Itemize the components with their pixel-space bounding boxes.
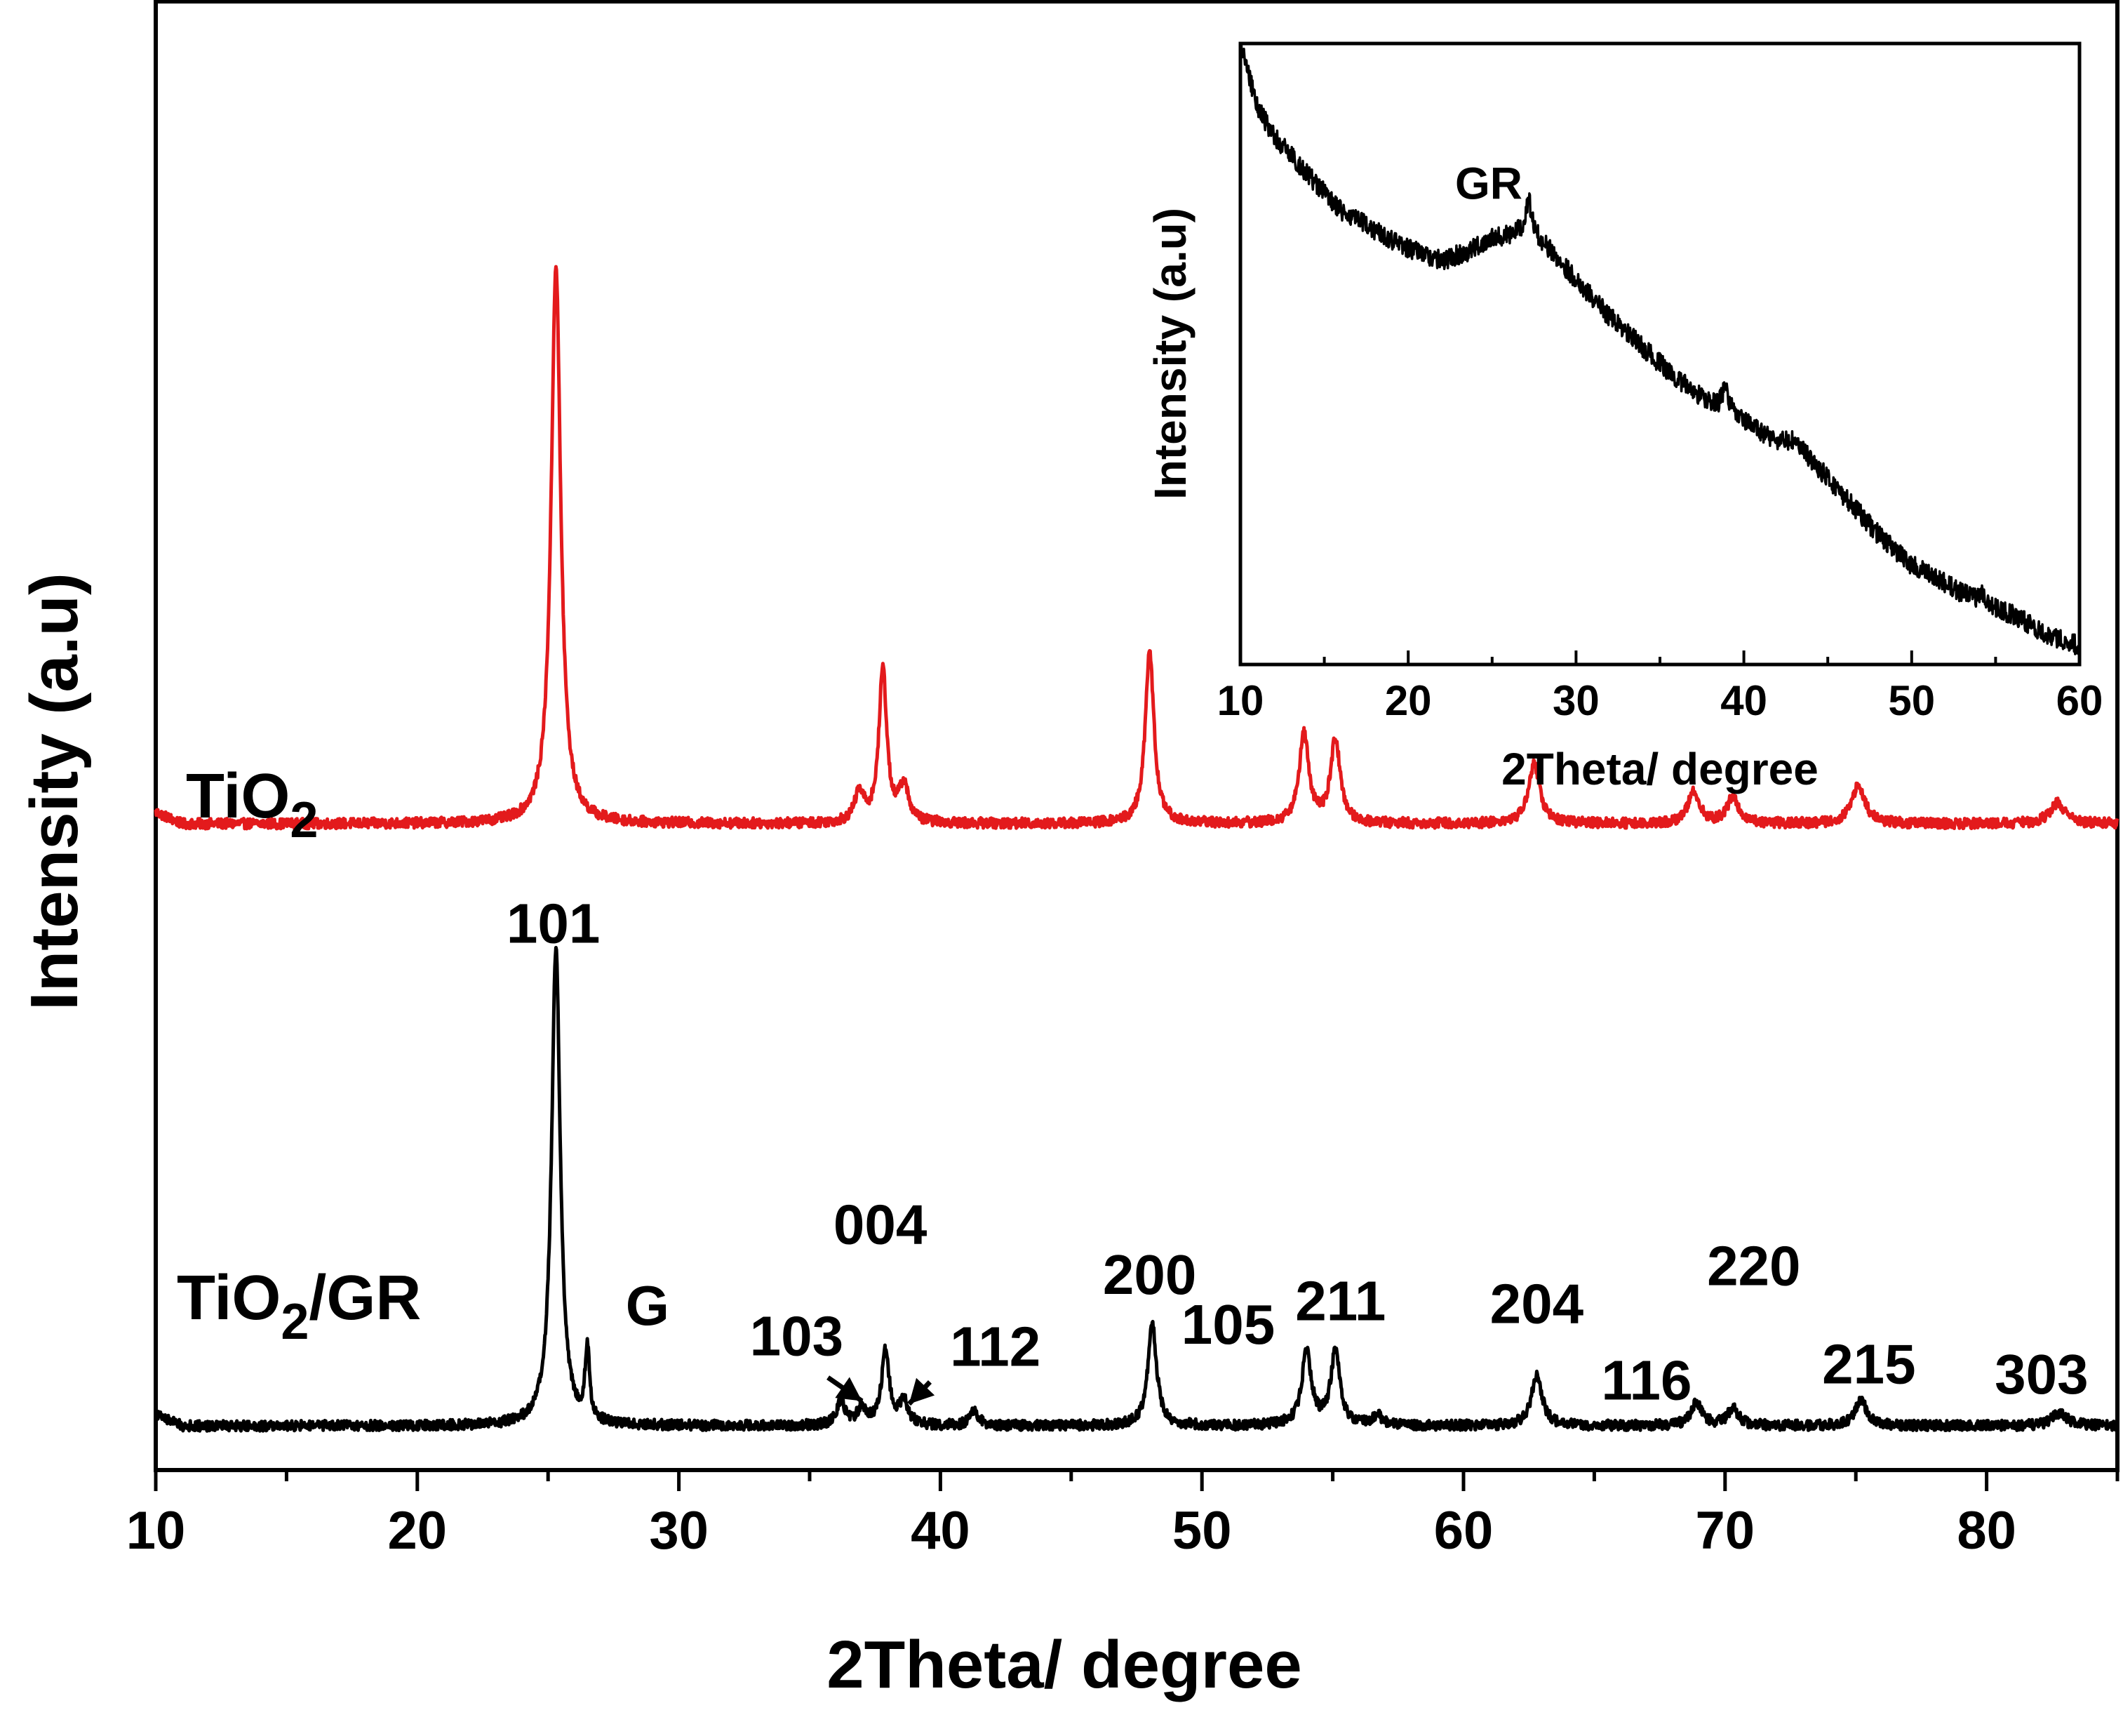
inset-x-axis: 10 20 30 40 50 60 bbox=[1217, 650, 2103, 724]
inset-x-axis-title: 2Theta/ degree bbox=[1501, 744, 1819, 794]
main-x-axis: 10 20 30 40 50 60 70 80 bbox=[126, 1470, 2119, 1561]
peak-label: 220 bbox=[1707, 1234, 1800, 1297]
peak-label: G bbox=[626, 1274, 669, 1337]
peak-label: 103 bbox=[750, 1305, 843, 1368]
peak-label: 004 bbox=[833, 1194, 927, 1256]
inset-series-line bbox=[1239, 42, 2081, 655]
inset-x-tick-label: 10 bbox=[1217, 677, 1264, 724]
series-label-tio2-gr: TiO2/GR bbox=[177, 1263, 421, 1350]
peak-label: 112 bbox=[950, 1315, 1040, 1377]
arrow-head bbox=[835, 1377, 862, 1401]
inset-x-tick-label: 20 bbox=[1385, 677, 1432, 724]
peak-label: 101 bbox=[507, 893, 600, 955]
peak-label: 204 bbox=[1490, 1273, 1584, 1335]
series-line-tio2-gr bbox=[154, 946, 2119, 1433]
inset-x-tick-label: 30 bbox=[1553, 677, 1600, 724]
inset-x-tick-label: 40 bbox=[1720, 677, 1767, 724]
peak-label: 116 bbox=[1601, 1349, 1692, 1412]
x-tick-label: 10 bbox=[126, 1501, 186, 1561]
x-tick-label: 70 bbox=[1696, 1501, 1755, 1561]
x-tick-label: 30 bbox=[649, 1501, 709, 1561]
x-tick-label: 60 bbox=[1434, 1501, 1494, 1561]
peak-label: 303 bbox=[1995, 1343, 2088, 1406]
x-tick-label: 80 bbox=[1957, 1501, 2016, 1561]
peak-label: 105 bbox=[1181, 1293, 1275, 1356]
arrow-head bbox=[909, 1377, 935, 1404]
inset-x-tick-label: 60 bbox=[2056, 677, 2103, 724]
series-label-tio2: TiO2 bbox=[186, 761, 318, 848]
inset-y-axis-title: Intensity (a.u) bbox=[1145, 208, 1196, 500]
peak-label: 215 bbox=[1822, 1333, 1915, 1396]
inset-peak-label: GR bbox=[1455, 158, 1522, 208]
main-y-axis-title: Intensity (a.u) bbox=[17, 573, 92, 1010]
x-tick-label: 50 bbox=[1172, 1501, 1232, 1561]
main-x-axis-title: 2Theta/ degree bbox=[826, 1627, 1302, 1702]
x-tick-label: 40 bbox=[911, 1501, 970, 1561]
inset-x-tick-label: 50 bbox=[1888, 677, 1935, 724]
series-line-tio2 bbox=[154, 265, 2119, 831]
x-tick-label: 20 bbox=[388, 1501, 448, 1561]
main-plot-frame bbox=[154, 0, 2119, 1472]
peak-label: 211 bbox=[1295, 1270, 1386, 1333]
peak-label: 200 bbox=[1103, 1243, 1196, 1306]
